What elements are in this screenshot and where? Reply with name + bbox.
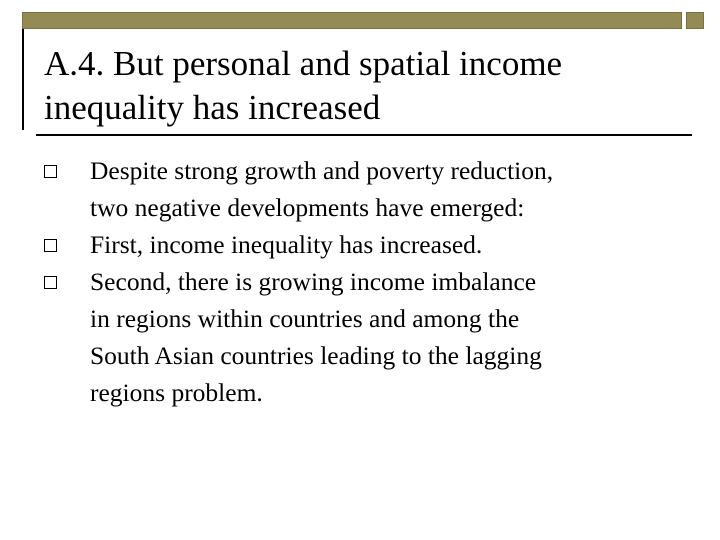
slide-title: A.4. But personal and spatial income ine… [44, 42, 664, 130]
bullet-line: South Asian countries leading to the lag… [90, 341, 542, 370]
bullet-text: Despite strong growth and poverty reduct… [90, 152, 684, 226]
bullet-line: two negative developments have emerged: [90, 193, 525, 222]
bullet-text: First, income inequality has increased. [90, 226, 684, 263]
bullet-item: Despite strong growth and poverty reduct… [44, 152, 684, 226]
corner-square [686, 12, 704, 29]
bullet-item: Second, there is growing income imbalanc… [44, 263, 684, 411]
hollow-square-bullet-icon [44, 239, 57, 252]
bullet-line: Second, there is growing income imbalanc… [90, 267, 537, 296]
title-left-rule [22, 29, 24, 130]
hollow-square-bullet-icon [44, 165, 57, 178]
title-underline [36, 134, 692, 136]
slide-title-line: inequality has increased [44, 88, 381, 127]
bullet-line: regions problem. [90, 378, 263, 407]
bullet-item: First, income inequality has increased. [44, 226, 684, 263]
bullet-text: Second, there is growing income imbalanc… [90, 263, 684, 411]
bullet-line: Despite strong growth and poverty reduct… [90, 156, 554, 185]
header-band [22, 12, 682, 29]
hollow-square-bullet-icon [44, 276, 57, 289]
slide-title-line: A.4. But personal and spatial income [44, 44, 563, 83]
bullet-line: First, income inequality has increased. [90, 230, 483, 259]
bullet-line: in regions within countries and among th… [90, 304, 520, 333]
bullet-list: Despite strong growth and poverty reduct… [44, 152, 684, 411]
